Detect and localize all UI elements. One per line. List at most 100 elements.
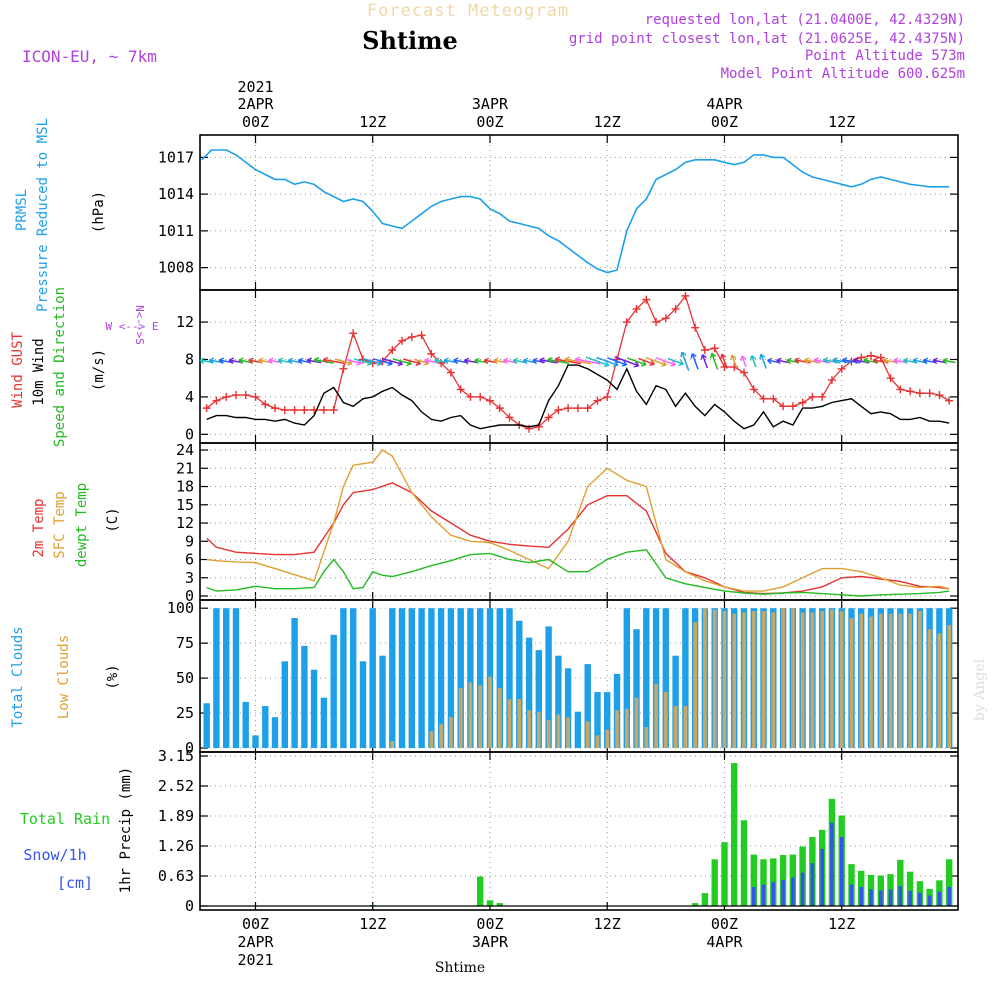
cloud-total-bar xyxy=(359,661,367,748)
cloud-total-bar xyxy=(252,735,259,748)
gust-marker xyxy=(857,353,866,362)
wind-vector-head xyxy=(649,359,655,366)
cloud-total-bar xyxy=(555,655,562,748)
wind-vector xyxy=(278,359,292,364)
rain-bar xyxy=(946,859,953,906)
temp-line-1 xyxy=(206,449,950,592)
gust-marker xyxy=(935,391,944,400)
cloud-low-bar xyxy=(458,687,463,748)
snow-bar xyxy=(839,837,844,906)
gust-marker xyxy=(867,351,876,360)
bottom-time-label: 12Z xyxy=(828,915,855,933)
gust-marker xyxy=(319,406,328,414)
gust-marker xyxy=(603,392,612,401)
wind-vector-head xyxy=(268,357,274,365)
wind-vector xyxy=(767,359,780,364)
wind-vector xyxy=(701,354,709,369)
wind-vector xyxy=(942,359,956,364)
wind-vector-head xyxy=(776,357,782,365)
cloud-total-bar xyxy=(506,608,513,748)
wind-vector xyxy=(403,358,421,365)
cloud-low-bar xyxy=(585,721,590,748)
rain-bar xyxy=(477,876,484,906)
label-speed-dir: Speed and Direction xyxy=(52,287,68,447)
cloud-total-bar xyxy=(223,608,230,748)
wind-vector-head xyxy=(564,356,570,363)
wind-vector-head xyxy=(822,357,829,364)
wind-vector-head xyxy=(434,357,440,365)
wind-vector-head xyxy=(248,357,254,365)
wind-vector-head xyxy=(680,351,687,358)
wind-vector xyxy=(381,357,403,365)
wind-vector xyxy=(614,356,639,367)
rain-bar xyxy=(731,763,738,906)
cloud-total-bar xyxy=(682,608,689,748)
snow-bar xyxy=(879,890,883,906)
snow-bar xyxy=(859,887,863,906)
gust-marker xyxy=(554,406,563,414)
bottom-date-label: 2APR xyxy=(237,933,274,951)
y-tick-label: 1014 xyxy=(158,185,194,203)
y-tick-label: 1017 xyxy=(158,148,194,166)
cloud-low-bar xyxy=(742,612,746,748)
cloud-total-bar xyxy=(340,608,347,748)
wind-vector-head xyxy=(803,357,810,364)
cloud-low-bar xyxy=(722,611,727,748)
label-ms: (m/s) xyxy=(91,349,107,391)
point-altitude: Point Altitude 573m xyxy=(805,48,965,64)
y-tick-label: 9 xyxy=(185,532,194,550)
wind-vector-head xyxy=(603,361,610,368)
wind-vector xyxy=(539,359,558,364)
wind-vector-head xyxy=(912,357,918,365)
cloud-low-bar xyxy=(478,685,482,748)
label-2m-temp: 2m Temp xyxy=(31,498,47,557)
wind-vector-head xyxy=(532,357,538,365)
cloud-low-bar xyxy=(556,714,561,748)
gust-marker xyxy=(241,391,250,400)
rain-bar xyxy=(486,900,494,906)
cloud-total-bar xyxy=(662,608,669,748)
cloud-low-bar xyxy=(390,741,395,748)
cloud-low-bar xyxy=(879,613,883,748)
cloud-low-bar xyxy=(625,708,629,748)
cloud-low-bar xyxy=(429,731,434,748)
gridpoint-coords: grid point closest lon,lat (21.0625E, 42… xyxy=(569,31,965,47)
wind-vector xyxy=(842,359,861,364)
top-date-label: 4APR xyxy=(706,95,743,113)
gust-marker xyxy=(280,406,289,414)
wind-vector xyxy=(721,353,728,369)
label-c: (C) xyxy=(105,507,121,532)
gust-marker xyxy=(632,304,641,313)
snow-bar xyxy=(820,848,824,906)
cloud-low-bar xyxy=(849,618,854,748)
model-label: ICON-EU, ~ 7km xyxy=(22,47,157,66)
cloud-low-bar xyxy=(507,699,512,748)
wind-vector xyxy=(314,358,334,364)
bottom-date-label: 3APR xyxy=(472,933,509,951)
cloud-total-bar xyxy=(643,608,650,748)
gust-marker xyxy=(427,349,436,358)
cloud-low-bar xyxy=(615,710,619,748)
y-tick-label: 24 xyxy=(176,441,194,459)
label-pct: (%) xyxy=(105,664,121,689)
wind-line xyxy=(206,364,950,430)
wind-vector-head xyxy=(322,356,329,364)
wind-vector-head xyxy=(740,355,747,362)
bottom-time-label: 12Z xyxy=(359,915,386,933)
wind-vector xyxy=(363,358,382,365)
wind-vector-head xyxy=(297,357,304,365)
y-tick-label: 0 xyxy=(185,425,194,443)
label-snow: Snow/1h xyxy=(23,846,86,864)
wind-vector-head xyxy=(306,357,312,365)
cloud-low-bar xyxy=(449,717,453,748)
cloud-low-bar xyxy=(761,611,766,748)
gust-marker xyxy=(202,404,211,413)
gust-marker xyxy=(925,389,934,398)
cloud-total-bar xyxy=(584,664,591,748)
cloud-low-bar xyxy=(810,612,815,748)
wind-vector xyxy=(731,354,738,368)
snow-bar xyxy=(781,879,785,906)
cloud-total-bar xyxy=(213,608,220,748)
y-tick-label: 12 xyxy=(176,514,194,532)
wind-vector-head xyxy=(474,357,480,365)
